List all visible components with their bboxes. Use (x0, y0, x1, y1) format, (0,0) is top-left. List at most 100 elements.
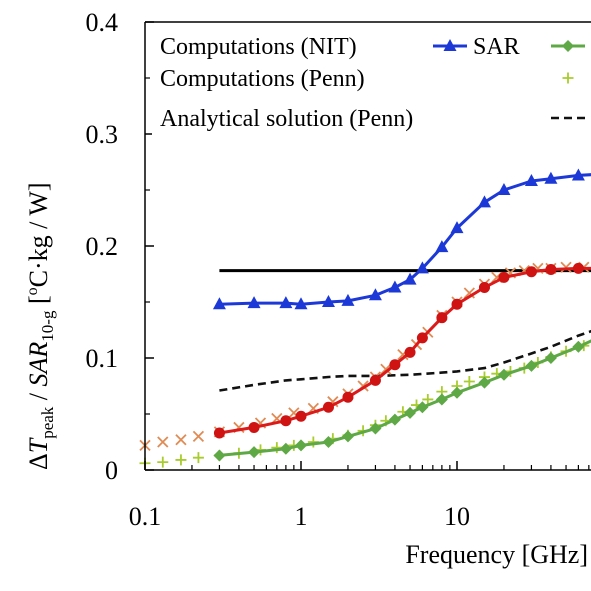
series-2-point (369, 374, 381, 386)
series-3-point (560, 261, 572, 273)
tick-labels: 0.1 1 10 0 0.1 0.2 0.3 0.4 (86, 8, 471, 531)
series-2-point (213, 427, 225, 439)
series-0-point (368, 288, 382, 301)
series-2-point (322, 401, 334, 413)
series-2-point (572, 262, 584, 274)
series-1-point (295, 439, 307, 452)
legend-background (152, 24, 591, 142)
series-2-point (478, 281, 490, 293)
series-1-point (497, 368, 510, 381)
series-1-point (572, 340, 585, 353)
series-0-point (524, 174, 538, 187)
legend-row-label: Computations (NIT) (160, 34, 357, 60)
y-tick-label: 0.2 (86, 232, 119, 261)
legend-swatch-marker (562, 72, 574, 84)
x-tick-label: 0.1 (129, 502, 162, 531)
y-tick-label: 0.4 (86, 8, 119, 37)
series-1-point (404, 406, 417, 419)
series-1-point (248, 446, 261, 459)
series-4-point (422, 393, 434, 405)
series-3-point (175, 434, 187, 446)
series-1-point (416, 401, 429, 414)
series-0 (212, 168, 591, 310)
series-0-point (497, 183, 511, 195)
legend-swatch-marker (443, 39, 457, 51)
series-0-point (321, 295, 335, 307)
series-0-point (435, 240, 449, 253)
legend: Computations (NIT)SARIComputations (Penn… (152, 24, 591, 142)
series-1-point (369, 422, 382, 435)
series-2-point (404, 346, 416, 358)
series-2-point (416, 332, 428, 344)
series-4-point (157, 456, 169, 468)
series-2 (213, 262, 591, 439)
series-2-point (436, 312, 448, 324)
legend-entry-label: SAR (473, 34, 520, 60)
y-tick-label: 0.1 (86, 344, 119, 373)
series-1-point (388, 413, 401, 426)
series-2-point (545, 264, 557, 276)
series-5 (219, 329, 591, 392)
y-tick-label: 0 (105, 456, 118, 485)
series-2-point (498, 271, 510, 283)
series-3-point (157, 436, 169, 448)
series-2-point (248, 421, 260, 433)
series-1-point (544, 352, 557, 364)
y-axis-label-unit-open: [ (24, 295, 53, 310)
y-axis-label-t-sub: peak (38, 406, 57, 439)
series-0-point (544, 171, 558, 184)
y-axis-label-sar: SAR (24, 342, 53, 387)
series-0-point (477, 195, 491, 208)
x-tick-label: 10 (444, 502, 470, 531)
y-axis-label-unit-o: o (24, 287, 41, 295)
series-1-point (435, 393, 448, 406)
series-5-line (219, 329, 591, 392)
series-2-point (280, 415, 292, 427)
series-0-point (403, 272, 417, 285)
series-2-point (295, 410, 307, 422)
series-2-point (451, 298, 463, 310)
legend-swatch-marker (562, 40, 574, 52)
series-0-point (415, 261, 429, 274)
series-0-point (279, 296, 293, 309)
series-4-point (271, 442, 283, 454)
series-4-point (192, 452, 204, 464)
series-1 (213, 339, 591, 462)
series-0-point (212, 297, 226, 310)
series-1-point (279, 442, 292, 455)
y-axis-label-slash: / (24, 386, 53, 406)
y-axis-label-delta: Δ (24, 453, 53, 470)
legend-row-label: Analytical solution (Penn) (160, 106, 413, 132)
series-1-point (213, 449, 226, 462)
series-layer (139, 168, 591, 469)
series-0-point (247, 296, 261, 309)
x-tick-label: 1 (295, 502, 308, 531)
y-axis-label-unit-rest: C·kg / W] (24, 182, 53, 287)
series-0-point (294, 297, 308, 310)
series-0-point (388, 280, 402, 293)
series-2-point (389, 359, 401, 371)
series-0-point (571, 168, 585, 181)
axis-layer (144, 21, 591, 471)
series-2-point (525, 266, 537, 278)
x-axis-label: Frequency [GHz] (405, 540, 588, 569)
series-0-point (341, 293, 355, 306)
series-4 (139, 340, 590, 469)
y-tick-label: 0.3 (86, 120, 119, 149)
series-3-point (380, 363, 392, 375)
series-1-point (322, 436, 335, 448)
series-1-point (451, 386, 463, 399)
series-3-point (192, 430, 205, 443)
series-1-point (478, 376, 491, 389)
y-axis-label: ΔTpeak / SAR10-g [oC·kg / W] (24, 182, 57, 470)
series-4-point (175, 454, 187, 466)
legend-row-label: Computations (Penn) (160, 66, 365, 92)
y-axis-label-t: T (24, 437, 53, 453)
y-axis-label-sar-sub: 10-g (38, 310, 57, 342)
series-0-line (219, 173, 591, 306)
series-4-point (463, 376, 475, 388)
series-1-point (525, 359, 538, 372)
series-1-point (341, 430, 354, 443)
series-0-point (450, 221, 464, 234)
